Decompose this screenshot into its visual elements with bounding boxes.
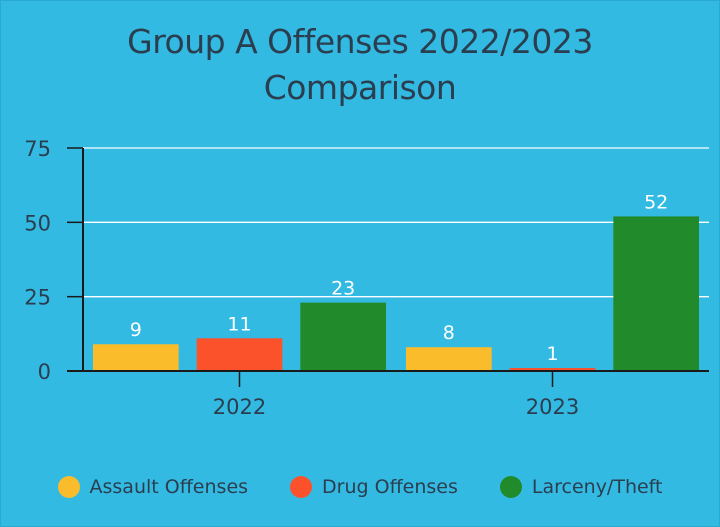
legend-item-larceny-theft[interactable]: Larceny/Theft bbox=[499, 476, 663, 498]
x-tick-label: 2022 bbox=[213, 395, 266, 419]
y-tick-label: 50 bbox=[24, 211, 51, 235]
legend-swatch-larceny-theft bbox=[499, 476, 522, 498]
legend-label-drug-offenses: Drug Offenses bbox=[322, 476, 458, 498]
x-tick-label: 2023 bbox=[526, 395, 579, 419]
data-label: 8 bbox=[443, 322, 455, 344]
data-label: 52 bbox=[644, 191, 668, 213]
chart-plot: 0 25 50 75 9 11 23 2022 8 1 52 2023 bbox=[24, 137, 709, 419]
legend-item-drug-offenses[interactable]: Drug Offenses bbox=[290, 476, 458, 498]
bar-larceny-theft-2023 bbox=[613, 216, 699, 371]
bar-larceny-theft-2022 bbox=[300, 302, 386, 371]
legend-item-assault-offenses[interactable]: Assault Offenses bbox=[57, 476, 249, 498]
chart-legend: Assault Offenses Drug Offenses Larceny/T… bbox=[1, 471, 719, 503]
chart-title: Group A Offenses 2022/2023 Comparison bbox=[1, 19, 719, 111]
chart-title-line-1: Group A Offenses 2022/2023 bbox=[127, 22, 593, 61]
legend-label-assault-offenses: Assault Offenses bbox=[89, 476, 249, 498]
y-tick-label: 0 bbox=[38, 360, 51, 384]
y-tick-label: 75 bbox=[24, 137, 51, 161]
y-tick-label: 25 bbox=[24, 286, 51, 310]
legend-swatch-drug-offenses bbox=[290, 476, 313, 498]
legend-label-larceny-theft: Larceny/Theft bbox=[531, 476, 663, 498]
data-label: 23 bbox=[331, 278, 355, 300]
data-label: 11 bbox=[227, 313, 251, 335]
data-label: 1 bbox=[546, 343, 558, 365]
bar-assault-offenses-2023 bbox=[406, 347, 492, 371]
bar-assault-offenses-2022 bbox=[93, 344, 179, 371]
bar-drug-offenses-2022 bbox=[196, 338, 283, 371]
bar-drug-offenses-2023 bbox=[509, 368, 596, 371]
data-label: 9 bbox=[130, 319, 142, 341]
chart-title-line-2: Comparison bbox=[263, 68, 457, 107]
legend-swatch-assault-offenses bbox=[57, 476, 80, 498]
